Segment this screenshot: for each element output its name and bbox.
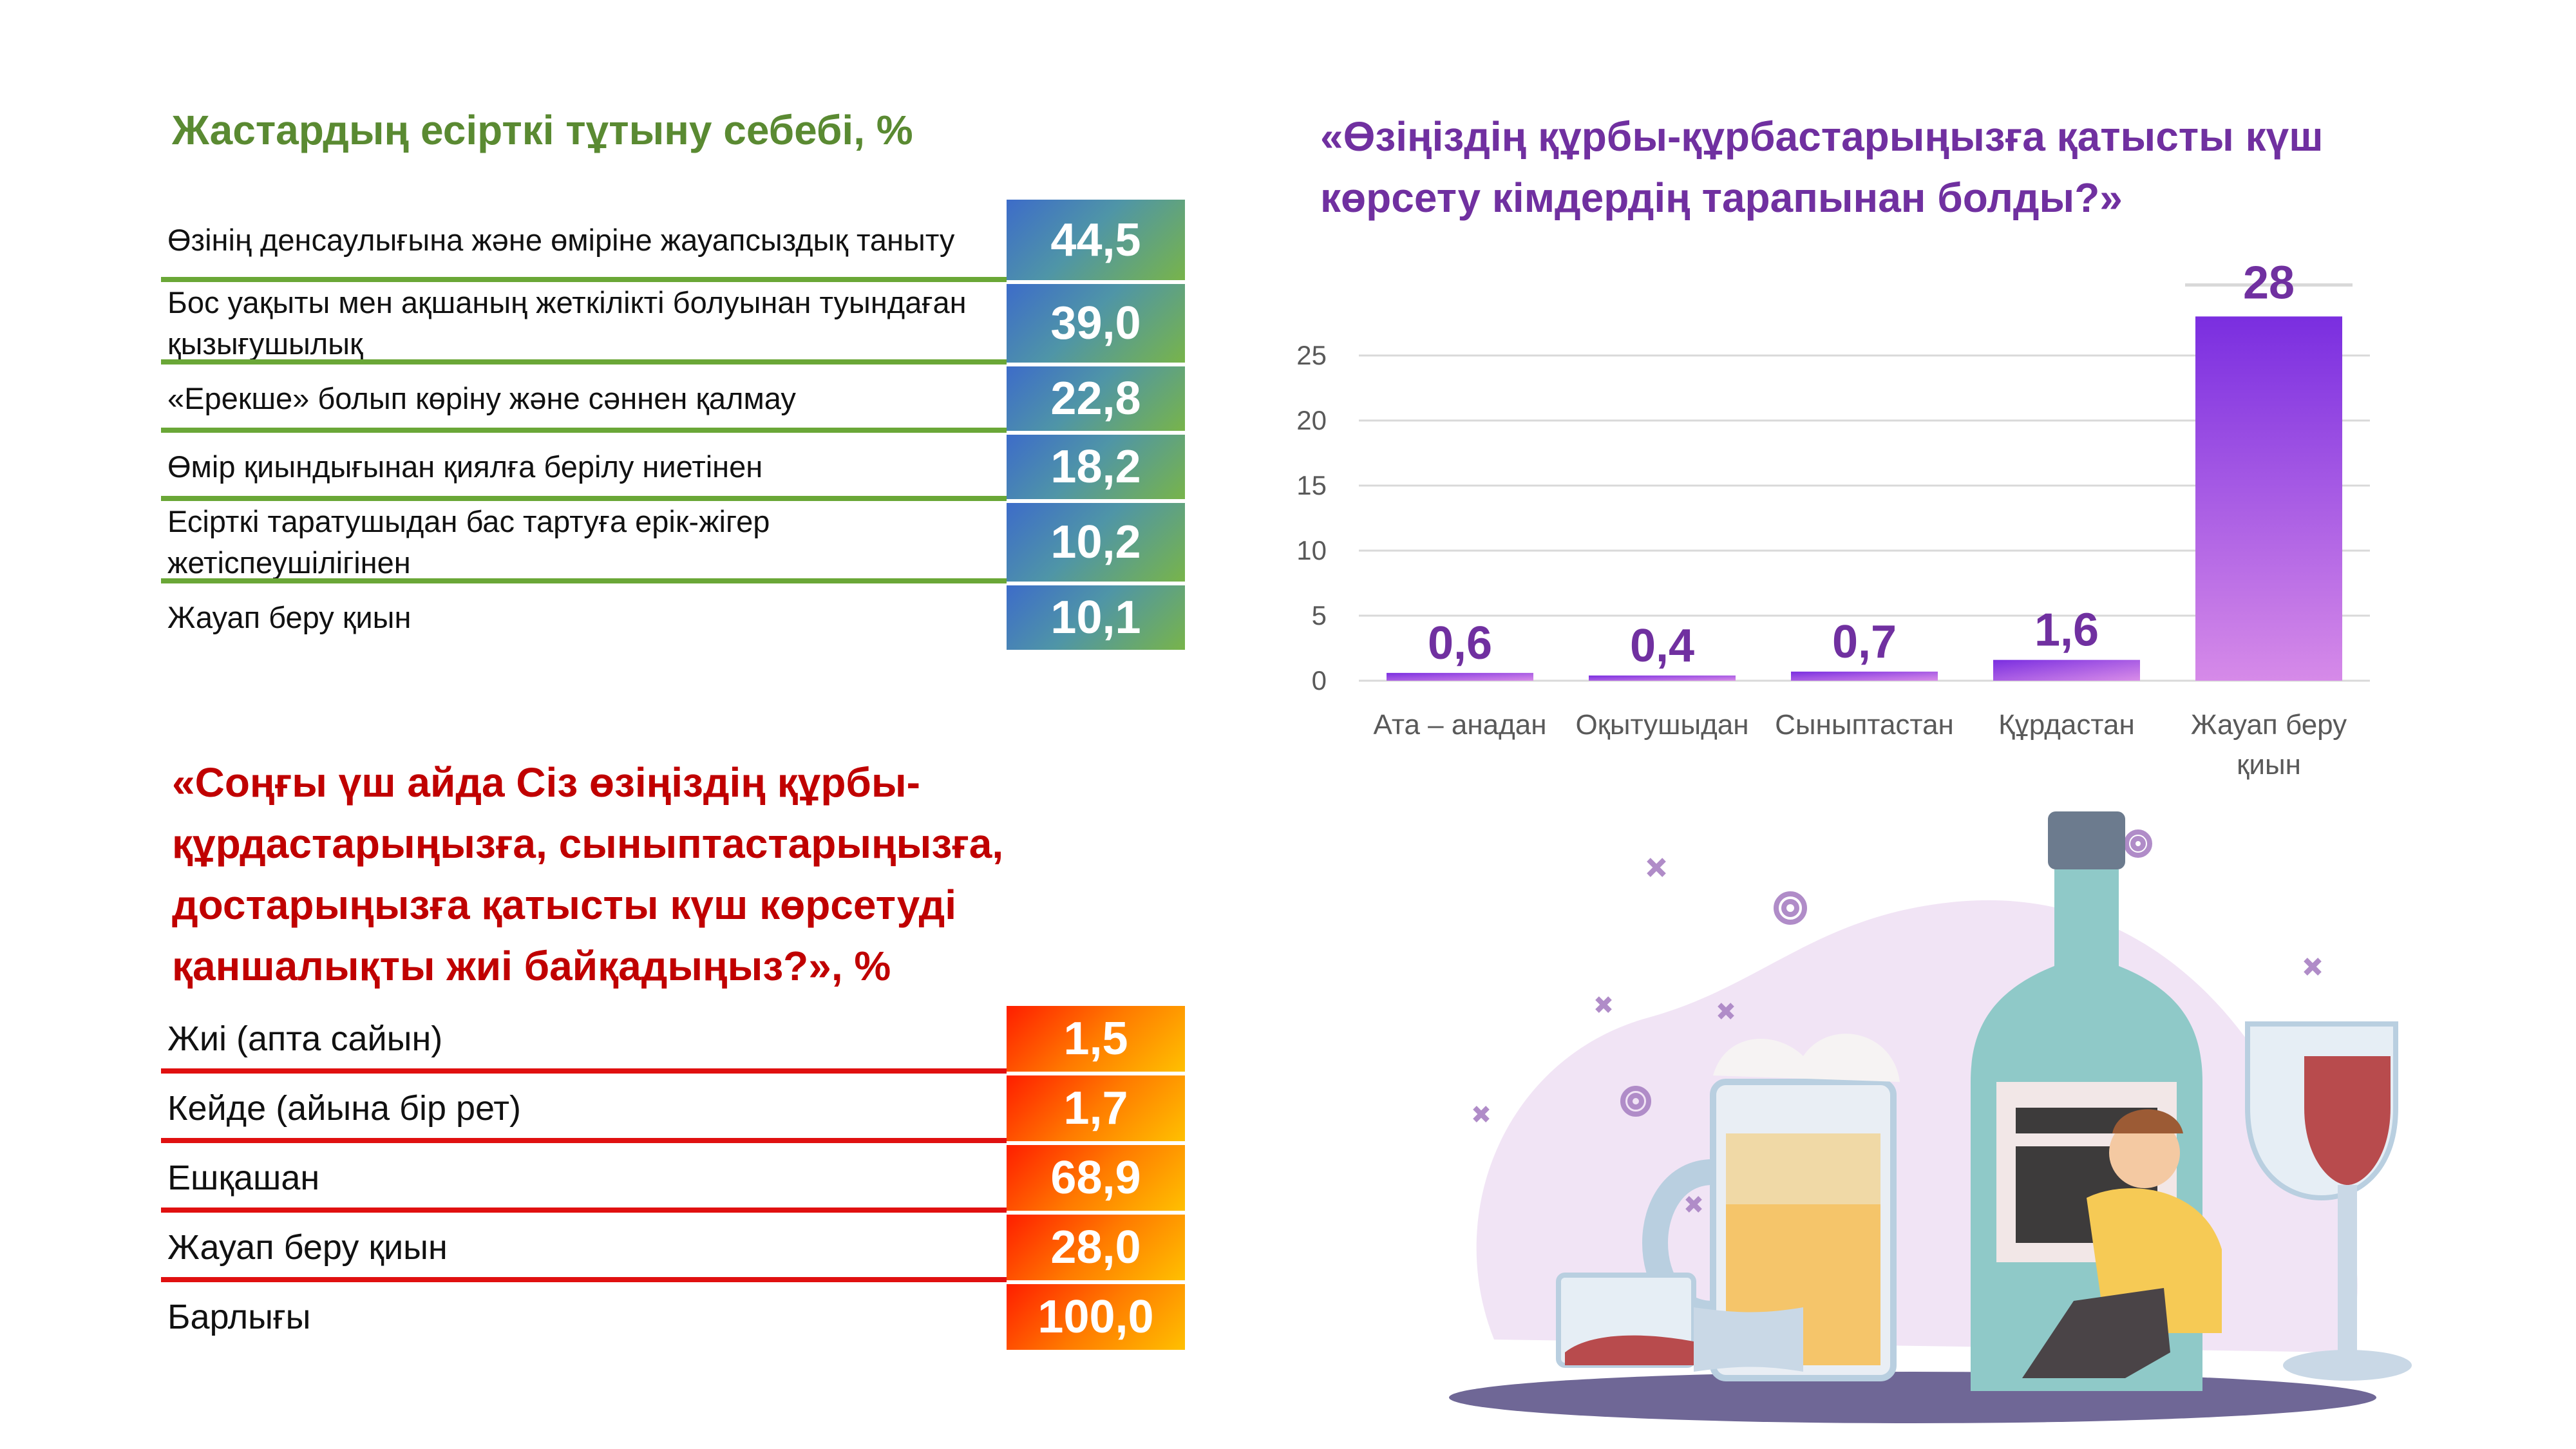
data-label: 28 [2243, 258, 2295, 308]
data-label: 0,7 [1832, 616, 1897, 668]
row-label: Жауап беру қиын [167, 1228, 448, 1267]
row-label: Барлығы [167, 1298, 311, 1336]
row-value: 18,2 [1007, 435, 1185, 499]
row-value: 100,0 [1007, 1284, 1185, 1350]
category-label: Ата – анадан [1373, 709, 1546, 741]
row-label: Ешқашан [167, 1159, 320, 1197]
bar [2195, 316, 2342, 681]
row-label: Бос уақыты мен ақшаның жеткілікті болуын… [167, 285, 967, 361]
row-value: 10,2 [1007, 503, 1185, 582]
row-value: 1,5 [1007, 1006, 1185, 1072]
data-label: 1,6 [2034, 605, 2099, 656]
category-label: Жауап беру [2191, 709, 2347, 741]
row-value: 44,5 [1007, 200, 1185, 280]
row-label: Кейде (айына бір рет) [167, 1089, 521, 1128]
y-tick-label: 5 [1312, 600, 1327, 630]
table-row: Ешқашан 68,9 [161, 1145, 1185, 1213]
table-row: Есірткі таратушыдан бас тартуға ерік-жіг… [161, 503, 1185, 583]
category-label: Сыныптастан [1775, 709, 1954, 741]
violence-source-bar-chart: 0 5 10 15 20 25 0,6 Ата – анадан 0,4 Оқытушыдан 0… [1296, 258, 2370, 781]
violence-frequency-table: Жиі (апта сайын) 1,5 Кейде (айына бір рет)… [161, 1006, 1185, 1354]
row-value: 1,7 [1007, 1075, 1185, 1141]
category-label: қиын [2237, 749, 2301, 781]
row-label: «Ерекше» болып көріну және сәннен қалмау [167, 381, 796, 415]
y-tick-label: 25 [1296, 340, 1327, 370]
row-value: 68,9 [1007, 1145, 1185, 1211]
drug-use-reasons-title: Жастардың есірткі тұтыну себебі, % [172, 107, 913, 153]
bar [1993, 659, 2140, 681]
row-value: 28,0 [1007, 1215, 1185, 1280]
alcohol-addiction-illustration [1449, 811, 2412, 1423]
bar [1387, 672, 1533, 681]
y-tick-label: 15 [1296, 470, 1327, 500]
row-value: 10,1 [1007, 585, 1185, 650]
row-label: Өмір қиындығынан қиялға берілу ниетінен [167, 450, 763, 484]
bar [1791, 671, 1938, 681]
table-row: Барлығы 100,0 [161, 1284, 1185, 1350]
y-tick-label: 10 [1296, 535, 1327, 565]
bar [1589, 675, 1736, 681]
data-label: 0,6 [1428, 618, 1492, 669]
table-row: Өзінің денсаулығына және өміріне жауапсы… [161, 200, 1185, 282]
table-row: Жауап беру қиын 28,0 [161, 1215, 1185, 1282]
row-label: Жиі (апта сайын) [167, 1019, 443, 1058]
category-label: Құрдастан [1998, 709, 2135, 741]
table-row: Жиі (апта сайын) 1,5 [161, 1006, 1185, 1074]
row-label: Есірткі таратушыдан бас тартуға ерік-жіг… [167, 504, 770, 580]
row-label: Жауап беру қиын [167, 600, 412, 634]
violence-source-chart-title: «Өзіңіздің құрбы-құрбастарыңызға қатысты… [1320, 113, 2324, 221]
drug-use-reasons-table: Өзінің денсаулығына және өміріне жауапсы… [161, 200, 1185, 654]
y-tick-label: 20 [1296, 405, 1327, 435]
y-tick-label: 0 [1312, 665, 1327, 696]
violence-frequency-title: «Соңғы үш айда Сіз өзіңіздің құрбы-құрда… [172, 759, 1004, 989]
table-row: Кейде (айына бір рет) 1,7 [161, 1075, 1185, 1143]
label-underline [2185, 283, 2353, 287]
table-row: Жауап беру қиын 10,1 [161, 585, 1185, 650]
table-row: Өмір қиындығынан қиялға берілу ниетінен 1… [161, 435, 1185, 501]
table-row: Бос уақыты мен ақшаның жеткілікті болуын… [161, 284, 1185, 365]
data-label: 0,4 [1630, 620, 1694, 672]
table-row: «Ерекше» болып көріну және сәннен қалмау… [161, 366, 1185, 433]
row-value: 22,8 [1007, 366, 1185, 431]
category-label: Оқытушыдан [1575, 709, 1748, 741]
row-label: Өзінің денсаулығына және өміріне жауапсы… [167, 222, 955, 257]
row-value: 39,0 [1007, 284, 1185, 363]
